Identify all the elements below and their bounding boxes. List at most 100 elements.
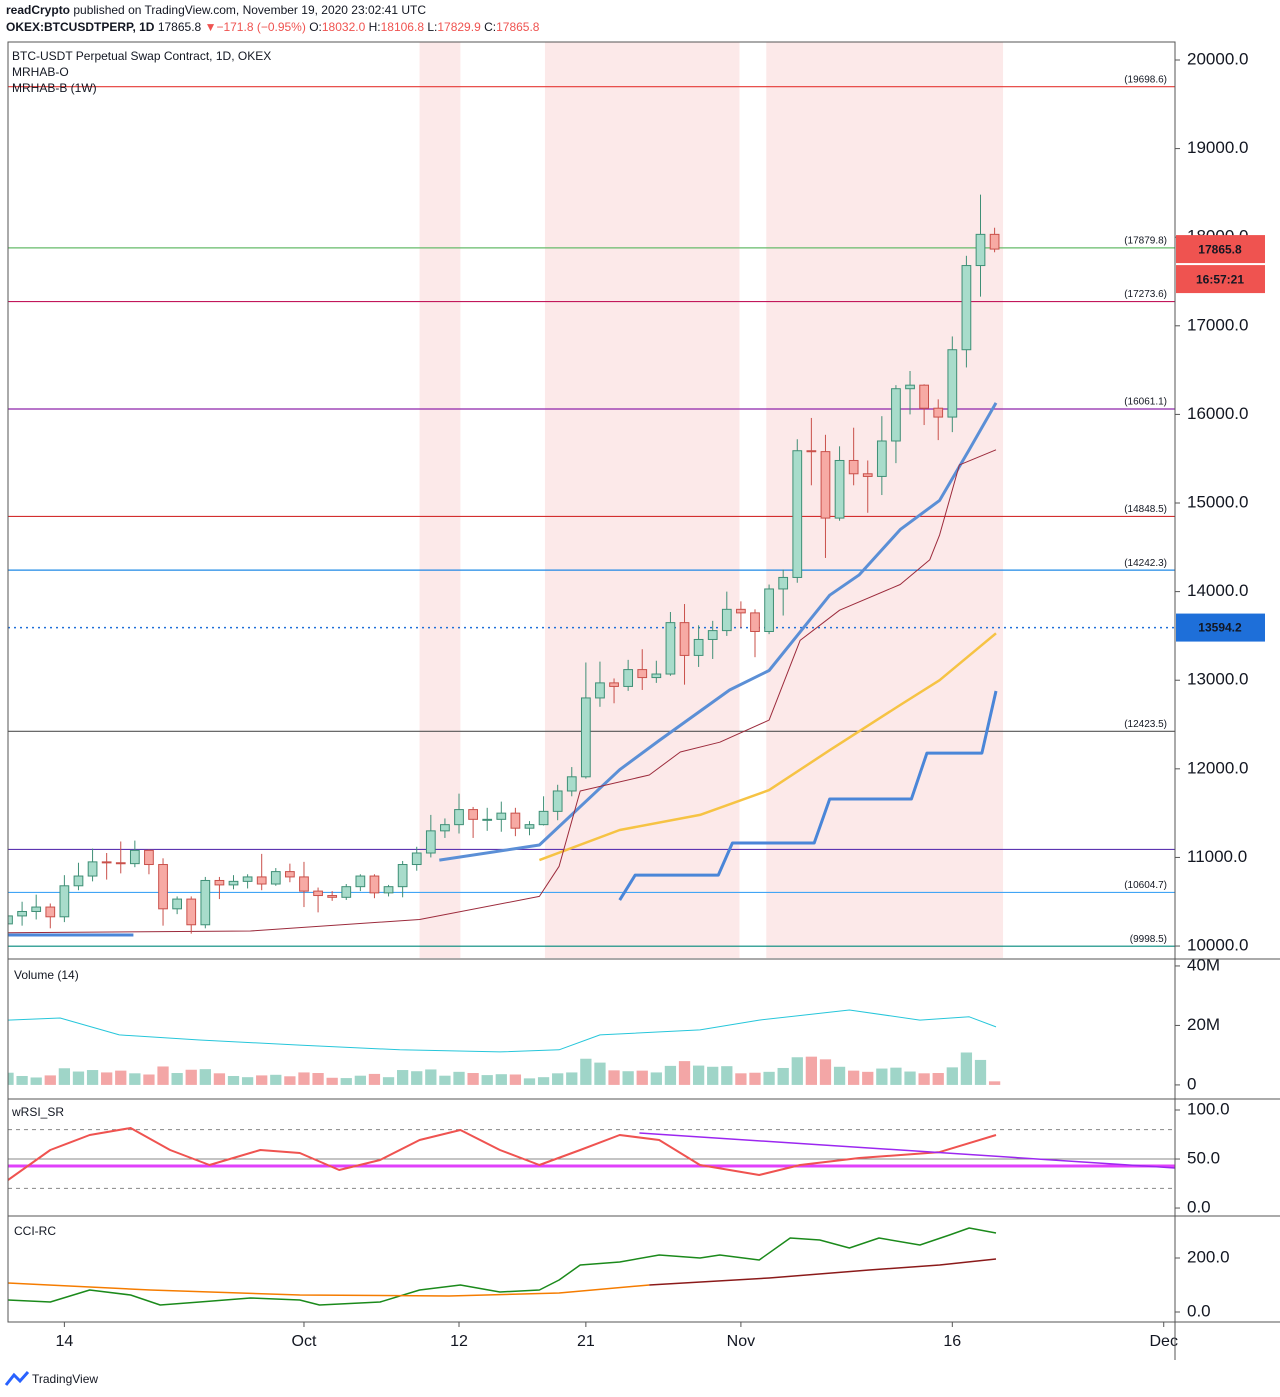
last: 17865.8 <box>158 20 202 34</box>
volume-bar <box>904 1071 916 1085</box>
y-tick-label: 13000.0 <box>1187 670 1248 689</box>
indicator-line <box>8 449 997 934</box>
candle-body <box>919 384 929 409</box>
pane <box>8 1227 997 1306</box>
volume-bar <box>284 1076 296 1085</box>
y-tick-label: 20M <box>1187 1015 1220 1034</box>
volume-bar <box>537 1077 550 1085</box>
volume-bar <box>453 1071 465 1085</box>
volume-bar <box>862 1071 874 1085</box>
volume-bar <box>509 1074 522 1085</box>
volume-bar <box>382 1077 395 1085</box>
candle-body <box>806 450 817 453</box>
pane <box>8 1127 1175 1189</box>
candle-body <box>834 459 845 519</box>
candle-body <box>200 879 211 926</box>
volume-bar <box>425 1069 437 1085</box>
volume-bar <box>16 1075 28 1085</box>
candle-body <box>750 612 760 632</box>
level-label: (9998.5) <box>1130 934 1167 945</box>
y-tick-label: 50.0 <box>1187 1149 1220 1168</box>
h-value: 18106.8 <box>381 20 425 34</box>
volume-bar <box>227 1075 240 1085</box>
volume-bar <box>397 1070 409 1085</box>
volume-bar <box>495 1074 507 1085</box>
volume-bar <box>129 1073 141 1085</box>
volume-bar <box>735 1073 747 1085</box>
pane-title: wRSI_SR <box>11 1105 64 1119</box>
volume-bar <box>312 1073 324 1085</box>
volume-bar <box>805 1056 818 1085</box>
volume-bar <box>664 1065 677 1085</box>
candle-body <box>651 673 662 679</box>
candle-body <box>679 622 690 656</box>
pane <box>8 42 1175 958</box>
candle-body <box>341 886 352 898</box>
volume-bar <box>918 1073 930 1085</box>
indicator-line <box>439 402 998 862</box>
o-value: 18032.0 <box>322 20 366 34</box>
candle-body <box>580 697 591 778</box>
candle-body <box>440 824 450 832</box>
volume-bar <box>199 1069 211 1085</box>
candle-body <box>848 459 859 475</box>
volume-bar <box>876 1068 888 1085</box>
candle-body <box>285 871 295 878</box>
candle-body <box>73 875 84 887</box>
volume-bar <box>298 1072 310 1085</box>
y-tick-label: 15000.0 <box>1187 492 1248 511</box>
volume-bar <box>763 1071 775 1085</box>
volume-bar <box>650 1072 662 1085</box>
candle-body <box>327 895 338 898</box>
volume-bar <box>256 1075 268 1085</box>
volume-bar <box>988 1081 1001 1085</box>
volume-bar <box>707 1066 719 1085</box>
x-tick-label: Nov <box>727 1333 755 1350</box>
candle-body <box>45 906 56 918</box>
candle-body <box>693 638 704 656</box>
indicator-line <box>8 690 998 937</box>
volume-bar <box>368 1073 381 1085</box>
candle-body <box>721 608 732 632</box>
candle-body <box>115 862 126 865</box>
panes: (19698.6) (17879.8) (17273.6) (16061.1) (148… <box>8 42 1265 1350</box>
y-tick-label: 0.0 <box>1187 1301 1211 1320</box>
pane-title: Volume (14) <box>14 968 79 982</box>
candle-body <box>876 440 887 477</box>
candle-body <box>482 818 493 821</box>
y-tick-label: 0 <box>1187 1074 1196 1093</box>
volume-bar <box>101 1072 113 1085</box>
candle-body <box>186 898 197 926</box>
volume-bar <box>213 1073 226 1085</box>
candle-body <box>707 630 718 640</box>
volume-bar <box>791 1057 803 1085</box>
c-label: C: <box>484 20 496 34</box>
candle-body <box>17 910 27 917</box>
volume-bar <box>326 1077 338 1085</box>
candle-body <box>736 608 746 614</box>
header: readCrypto published on TradingView.com,… <box>6 3 426 17</box>
volume-bar <box>608 1070 620 1085</box>
y-tick-label: 17000.0 <box>1187 315 1248 334</box>
candle-body <box>595 682 605 699</box>
candle-body <box>665 622 676 675</box>
candle-body <box>355 875 366 888</box>
volume-bar <box>974 1059 987 1085</box>
highlight-range <box>419 42 461 958</box>
candle-body <box>820 451 831 519</box>
volume-bar <box>636 1070 648 1085</box>
volume-bar <box>270 1074 282 1085</box>
volume-bar <box>340 1078 352 1085</box>
level-label: (10604.7) <box>1124 880 1167 891</box>
volume-bar <box>721 1066 733 1085</box>
candle-body <box>778 576 789 590</box>
volume-bar <box>566 1072 578 1085</box>
y-tick-label: 12000.0 <box>1187 758 1248 777</box>
volume-bar <box>411 1071 423 1085</box>
candle-body <box>59 885 70 918</box>
volume-bar <box>354 1075 366 1085</box>
candle-body <box>172 898 182 910</box>
level-label: (19698.6) <box>1124 74 1167 85</box>
pane-title: CCI-RC <box>14 1224 56 1238</box>
y-tick-label: 0.0 <box>1187 1198 1211 1217</box>
